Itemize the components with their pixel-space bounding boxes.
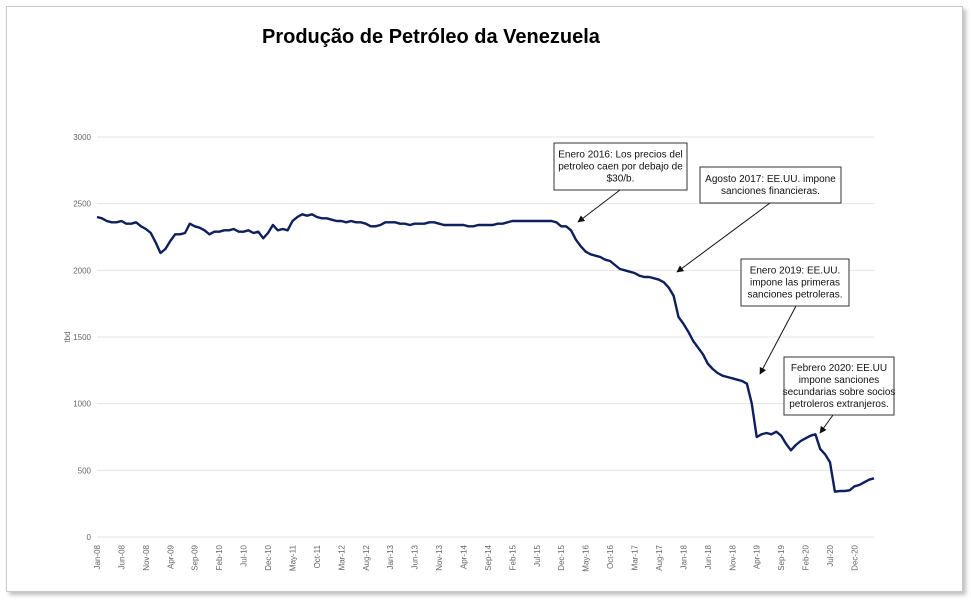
annotation-rect (699, 166, 842, 204)
x-tick-label: Dec-20 (850, 544, 859, 570)
x-tick-label: Sep-09 (191, 544, 200, 570)
x-tick-label: Jul-20 (826, 544, 835, 566)
annotation-arrow (759, 305, 797, 375)
annotation-text: impone sanciones (799, 375, 880, 386)
x-tick-label: Dec-15 (557, 544, 566, 570)
x-tick-label: Mar-17 (631, 544, 640, 570)
x-tick-label: Oct-16 (606, 544, 615, 569)
x-tick-label: May-16 (582, 544, 591, 571)
x-tick-label: Feb-10 (215, 544, 224, 570)
annotation-rect (740, 258, 850, 307)
annotation-arrow (676, 202, 771, 273)
x-tick-label: Oct-11 (313, 544, 322, 568)
annotation-text: impone las primeras (750, 278, 840, 289)
x-tick-label: Jul-15 (533, 544, 542, 566)
x-tick-label: Jan-13 (386, 544, 395, 569)
x-tick-label: Apr-19 (753, 544, 762, 569)
y-axis-ticks: 0 500 1000 1500 2000 2500 3000 (73, 133, 91, 542)
x-tick-label: Apr-09 (166, 544, 175, 569)
annotation-text: Febrero 2020: EE.UU (791, 363, 887, 374)
x-tick-label: Nov-18 (728, 544, 737, 570)
x-tick-label: Jun-13 (411, 544, 420, 569)
x-tick-label: Sep-14 (484, 544, 493, 570)
y-tick-label: 1000 (73, 400, 91, 409)
x-tick-label: Feb-20 (802, 544, 811, 570)
annotation-rect (553, 142, 688, 191)
gridlines (97, 136, 874, 538)
y-tick-label: 0 (87, 533, 92, 542)
y-tick-label: 1500 (73, 333, 91, 342)
x-tick-label: Jul-10 (240, 544, 249, 566)
x-tick-label: Mar-12 (337, 544, 346, 570)
y-tick-label: 2500 (73, 200, 91, 209)
annotation-text: petroleo caen por debajo de (558, 162, 683, 173)
annotation-text: secundarias sobre socios (783, 387, 896, 398)
x-tick-label: Nov-13 (435, 544, 444, 570)
x-tick-label: Feb-15 (508, 544, 517, 570)
annotation-text: Agosto 2017: EE.UU. impone (705, 174, 836, 185)
annotation-arrow (819, 414, 834, 434)
annotation-arrow (577, 189, 621, 223)
x-tick-label: Jun-18 (704, 544, 713, 569)
x-tick-label: Apr-14 (460, 544, 469, 569)
x-tick-label: Dec-10 (264, 544, 273, 570)
series-line-production (96, 213, 875, 493)
x-tick-label: Sep-19 (777, 544, 786, 570)
y-axis-label: tbd (63, 331, 72, 342)
x-axis-ticks: Jan-08 Jun-08 Nov-08 Apr-09 Sep-09 Feb-10 Jul-… (93, 544, 859, 571)
x-tick-label: Jan-08 (93, 544, 102, 569)
annotation-text: sanciones financieras. (721, 186, 820, 197)
annotation-text: sanciones petroleras. (747, 290, 842, 301)
x-tick-label: Aug-17 (655, 544, 664, 570)
annotation-rect (783, 356, 895, 416)
y-tick-label: 3000 (73, 133, 91, 142)
annotation-text: Enero 2016: Los precios del (558, 150, 683, 161)
x-tick-label: Jun-08 (117, 544, 126, 569)
y-tick-label: 2000 (73, 266, 91, 275)
x-tick-label: Aug-12 (362, 544, 371, 570)
x-tick-label: Nov-08 (142, 544, 151, 570)
annotation-text: Enero 2019: EE.UU. (750, 266, 841, 277)
x-tick-label: Jan-18 (679, 544, 688, 569)
chart-title: Produção de Petróleo da Venezuela (262, 26, 600, 48)
annotation-box: Enero 2019: EE.UU.impone las primerassan… (740, 258, 850, 375)
annotation-text: petroleros extranjeros. (789, 399, 889, 410)
y-tick-label: 500 (78, 466, 92, 475)
annotation-text: $30/b. (607, 174, 635, 185)
x-tick-label: May-11 (288, 544, 297, 571)
